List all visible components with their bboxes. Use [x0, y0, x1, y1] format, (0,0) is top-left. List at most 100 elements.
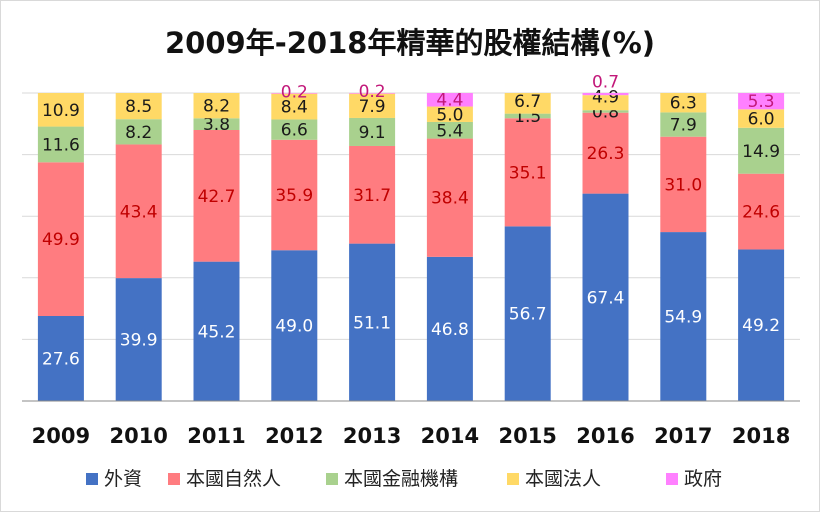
bar-segment [37, 162, 84, 316]
bar-segment [426, 93, 473, 107]
data-label: 26.3 [587, 144, 625, 164]
data-label: 6.0 [748, 110, 775, 130]
bar-segment [504, 226, 551, 401]
data-label: 6.7 [514, 92, 541, 112]
data-label: 0.7 [592, 72, 619, 92]
bar-segment [115, 119, 162, 145]
legend-label: 本國自然人 [186, 468, 281, 490]
bar-segment [582, 112, 629, 194]
legend-label: 本國金融機構 [344, 468, 458, 490]
data-label: 3.8 [203, 115, 230, 135]
data-label: 7.9 [670, 116, 697, 136]
legend-swatch [326, 473, 338, 485]
bar-segment [504, 93, 551, 114]
bar-segment [582, 110, 629, 113]
bar-segment [582, 95, 629, 111]
data-label: 8.2 [203, 97, 230, 117]
legend-swatch [507, 473, 519, 485]
x-tick-label: 2015 [498, 424, 556, 448]
data-label: 8.5 [125, 97, 152, 117]
bar-segment [660, 93, 707, 113]
bar-segment [349, 117, 396, 146]
bar-segment [349, 93, 396, 94]
bar-segment [426, 106, 473, 122]
data-label: 5.0 [436, 105, 463, 125]
bar-segment [582, 193, 629, 401]
bar-segment [37, 315, 84, 401]
bar-segment [349, 243, 396, 401]
legend-swatch [86, 473, 98, 485]
bar-segment [271, 250, 318, 401]
data-label: 56.7 [509, 305, 547, 325]
x-tick-label: 2014 [421, 424, 479, 448]
data-label: 35.9 [275, 186, 313, 206]
data-label: 49.0 [275, 317, 313, 337]
data-label: 31.7 [353, 186, 391, 206]
bar-segment [504, 118, 551, 227]
data-label: 8.4 [281, 98, 308, 118]
bars: 27.6 49.9 11.6 10.9 39.9 43.4 8.2 8.5 45.2 42.7 3.… [37, 72, 785, 401]
data-label: 46.8 [431, 320, 469, 340]
data-label: 4.4 [436, 90, 463, 110]
bar-segment [193, 261, 240, 401]
data-label: 27.6 [42, 349, 80, 369]
x-tick-label: 2013 [343, 424, 401, 448]
data-label: 10.9 [42, 101, 80, 121]
data-label: 7.9 [359, 97, 386, 117]
data-label: 0.2 [281, 83, 308, 103]
data-label: 5.3 [748, 92, 775, 112]
bar-segment [738, 249, 785, 401]
legend-label: 外資 [104, 468, 142, 490]
data-label: 5.4 [436, 121, 463, 141]
data-label: 24.6 [742, 203, 780, 223]
legend-swatch [168, 473, 180, 485]
legend-label: 政府 [684, 468, 722, 490]
bar-segment [193, 93, 240, 119]
bar-segment [504, 113, 551, 119]
data-label: 43.4 [120, 202, 158, 222]
x-tick-label: 2011 [187, 424, 245, 448]
bar-segment [426, 256, 473, 401]
bar-segment [660, 232, 707, 401]
data-label: 49.9 [42, 230, 80, 250]
data-label: 6.3 [670, 94, 697, 114]
x-axis: 2009 2010 2011 2012 2013 2014 2015 2016 2017 2018 [22, 400, 800, 448]
bar-segment [738, 109, 785, 128]
legend: 外資 本國自然人 本國金融機構 本國法人 政府 [86, 468, 722, 490]
data-label: 8.2 [125, 123, 152, 143]
data-label: 4.9 [592, 87, 619, 107]
data-label: 31.0 [664, 175, 702, 195]
data-label: 35.1 [509, 163, 547, 183]
x-tick-label: 2010 [109, 424, 167, 448]
data-label: 49.2 [742, 316, 780, 336]
legend-swatch [666, 473, 678, 485]
bar-segment [193, 118, 240, 130]
data-label: 39.9 [120, 331, 158, 351]
bar-segment [37, 93, 84, 127]
data-label: 42.7 [198, 187, 236, 207]
bar-segment [349, 145, 396, 244]
x-tick-label: 2012 [265, 424, 323, 448]
data-label: 67.4 [587, 288, 625, 308]
bar-segment [115, 278, 162, 401]
data-label: 0.2 [359, 82, 386, 102]
bar-segment [115, 93, 162, 120]
bar-segment [349, 93, 396, 118]
data-label: 6.6 [281, 121, 308, 141]
bar-segment [115, 144, 162, 279]
bar-segment [660, 136, 707, 233]
chart-title: 2009年-2018年精華的股權結構(%) [165, 26, 655, 60]
bar-segment [738, 93, 785, 110]
bar-segment [37, 126, 84, 163]
bar-segment [271, 93, 318, 120]
data-label: 38.4 [431, 189, 469, 209]
bar-segment [426, 121, 473, 139]
data-label: 11.6 [42, 135, 80, 155]
bar-segment [582, 93, 629, 96]
bar-segment [271, 119, 318, 140]
x-tick-label: 2016 [576, 424, 634, 448]
data-label: 14.9 [742, 142, 780, 162]
data-label: 51.1 [353, 313, 391, 333]
data-label: 45.2 [198, 322, 236, 342]
